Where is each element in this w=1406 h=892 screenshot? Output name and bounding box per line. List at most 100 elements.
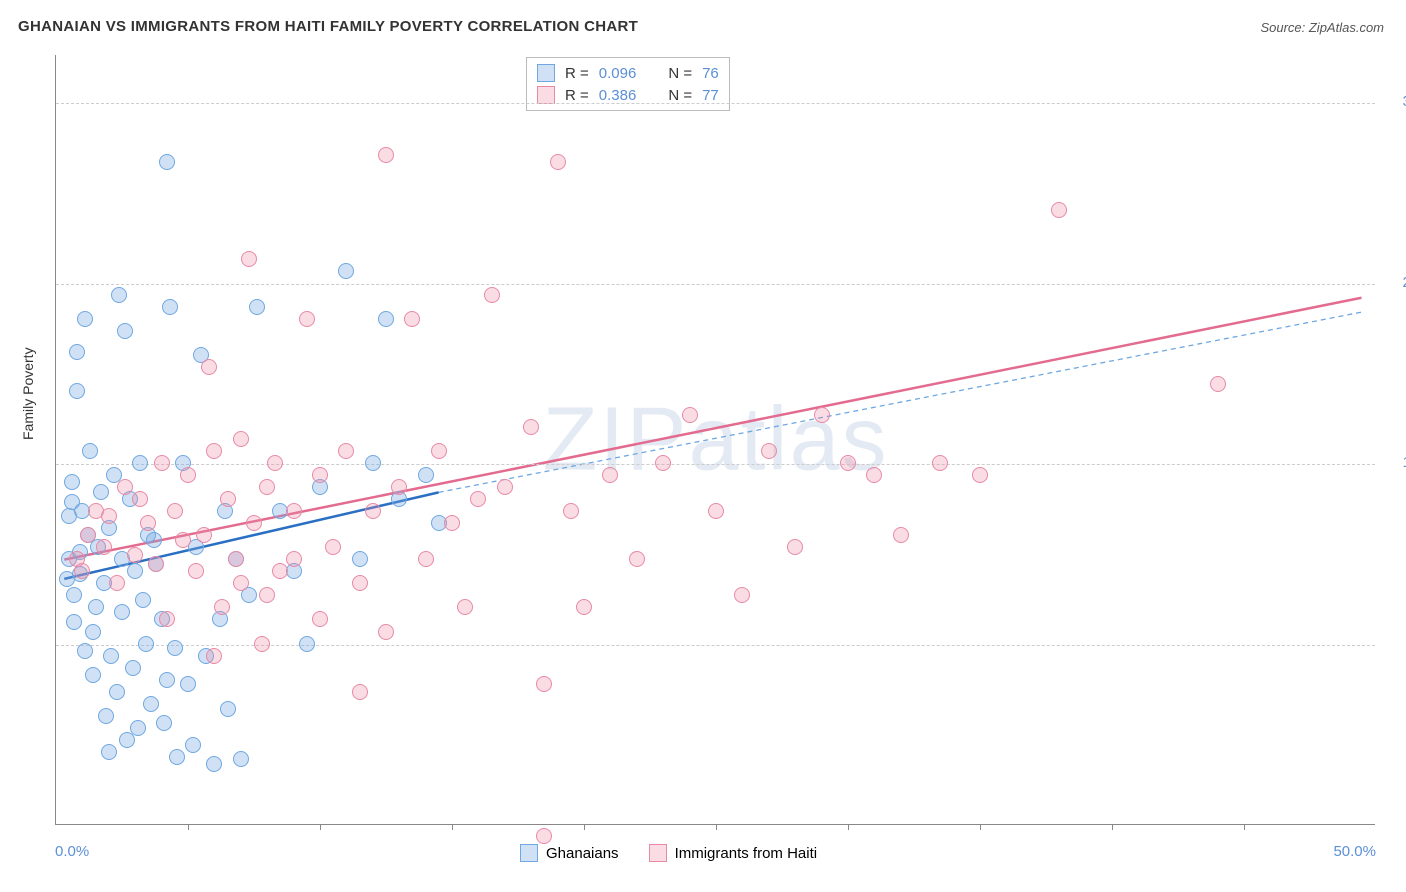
stat-n-value: 76 <box>702 65 719 82</box>
scatter-point <box>312 467 328 483</box>
scatter-point <box>214 599 230 615</box>
scatter-point <box>88 599 104 615</box>
stat-n-value: 77 <box>702 87 719 104</box>
x-tick-mark <box>848 824 849 830</box>
scatter-point <box>787 539 803 555</box>
scatter-point <box>431 443 447 459</box>
scatter-point <box>233 431 249 447</box>
legend-label: Immigrants from Haiti <box>675 845 818 862</box>
chart-plot-area: ZIPatlas R =0.096N =76R =0.386N =77 7.5%… <box>55 55 1375 825</box>
scatter-point <box>117 323 133 339</box>
scatter-point <box>82 443 98 459</box>
scatter-point <box>180 676 196 692</box>
x-tick-mark <box>1112 824 1113 830</box>
watermark-text: ZIPatlas <box>542 388 888 491</box>
legend-swatch <box>537 86 555 104</box>
scatter-point <box>101 508 117 524</box>
x-tick-mark <box>320 824 321 830</box>
legend-swatch <box>520 844 538 862</box>
scatter-point <box>132 455 148 471</box>
stat-r-label: R = <box>565 65 589 82</box>
scatter-point <box>352 575 368 591</box>
scatter-point <box>220 701 236 717</box>
x-tick-mark <box>584 824 585 830</box>
scatter-point <box>146 532 162 548</box>
scatter-point <box>734 587 750 603</box>
gridline <box>56 284 1375 285</box>
y-tick-label: 7.5% <box>1385 635 1406 652</box>
scatter-point <box>338 443 354 459</box>
scatter-point <box>338 263 354 279</box>
stats-legend-row: R =0.096N =76 <box>537 62 719 84</box>
scatter-point <box>708 503 724 519</box>
scatter-point <box>267 455 283 471</box>
scatter-point <box>69 344 85 360</box>
scatter-point <box>563 503 579 519</box>
scatter-point <box>523 419 539 435</box>
legend-swatch <box>537 64 555 82</box>
y-tick-label: 30.0% <box>1385 93 1406 110</box>
scatter-point <box>352 551 368 567</box>
y-axis-label: Family Poverty <box>20 347 36 440</box>
scatter-point <box>185 737 201 753</box>
scatter-point <box>484 287 500 303</box>
scatter-point <box>550 154 566 170</box>
source-label: Source: ZipAtlas.com <box>1260 20 1384 35</box>
legend-item: Ghanaians <box>520 844 619 862</box>
scatter-point <box>682 407 698 423</box>
scatter-point <box>80 527 96 543</box>
stat-r-label: R = <box>565 87 589 104</box>
scatter-point <box>325 539 341 555</box>
scatter-point <box>241 251 257 267</box>
scatter-point <box>167 640 183 656</box>
scatter-point <box>866 467 882 483</box>
scatter-point <box>103 648 119 664</box>
x-tick-mark <box>452 824 453 830</box>
scatter-point <box>85 667 101 683</box>
scatter-point <box>286 551 302 567</box>
scatter-point <box>497 479 513 495</box>
scatter-point <box>96 539 112 555</box>
scatter-point <box>457 599 473 615</box>
scatter-point <box>132 491 148 507</box>
scatter-point <box>814 407 830 423</box>
scatter-point <box>602 467 618 483</box>
scatter-point <box>159 611 175 627</box>
scatter-point <box>272 563 288 579</box>
scatter-point <box>85 624 101 640</box>
scatter-point <box>254 636 270 652</box>
scatter-point <box>299 636 315 652</box>
scatter-point <box>972 467 988 483</box>
scatter-point <box>404 311 420 327</box>
scatter-point <box>220 491 236 507</box>
gridline <box>56 464 1375 465</box>
scatter-point <box>932 455 948 471</box>
scatter-point <box>148 556 164 572</box>
legend-label: Ghanaians <box>546 845 619 862</box>
scatter-point <box>114 604 130 620</box>
gridline <box>56 103 1375 104</box>
scatter-point <box>352 684 368 700</box>
scatter-point <box>629 551 645 567</box>
scatter-point <box>69 383 85 399</box>
scatter-point <box>233 751 249 767</box>
scatter-point <box>66 587 82 603</box>
x-tick-mark <box>188 824 189 830</box>
x-axis-start-label: 0.0% <box>55 843 89 860</box>
scatter-point <box>162 299 178 315</box>
x-axis-end-label: 50.0% <box>1333 843 1376 860</box>
scatter-point <box>117 479 133 495</box>
scatter-point <box>228 551 244 567</box>
chart-title: GHANAIAN VS IMMIGRANTS FROM HAITI FAMILY… <box>18 18 638 35</box>
scatter-point <box>159 672 175 688</box>
scatter-point <box>167 503 183 519</box>
scatter-point <box>130 720 146 736</box>
scatter-point <box>246 515 262 531</box>
scatter-point <box>299 311 315 327</box>
scatter-point <box>259 587 275 603</box>
scatter-point <box>109 575 125 591</box>
scatter-point <box>536 676 552 692</box>
scatter-point <box>378 311 394 327</box>
scatter-point <box>127 547 143 563</box>
y-tick-label: 22.5% <box>1385 274 1406 291</box>
